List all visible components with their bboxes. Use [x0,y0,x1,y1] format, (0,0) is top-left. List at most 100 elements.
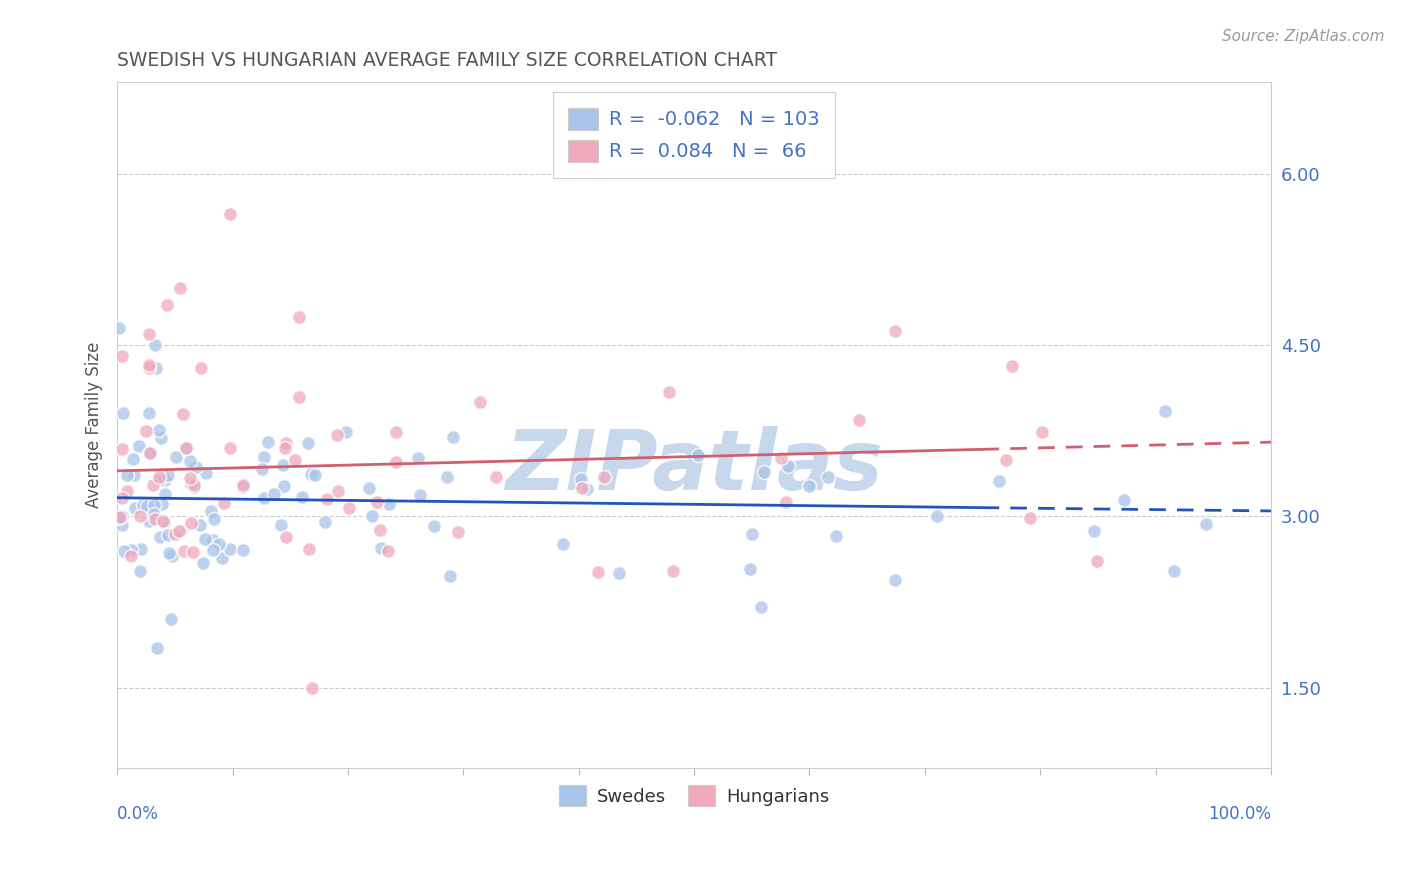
Point [201,542,224,557]
Point [253,491,276,505]
Point [385,425,408,439]
Point [195,466,218,480]
Point [769,450,792,465]
Point [165,450,187,464]
Point [1031,425,1053,439]
Point [219,541,242,556]
Point [232,480,254,494]
Point [276,530,298,544]
Point [662,564,685,578]
Point [276,435,298,450]
Point [179,454,201,468]
Point [752,466,775,480]
Point [155,298,177,312]
Point [200,504,222,518]
Point [155,487,177,501]
Point [406,450,429,465]
Point [157,546,180,560]
Point [174,441,197,455]
Point [148,473,170,487]
Point [162,549,184,563]
Text: Source: ZipAtlas.com: Source: ZipAtlas.com [1222,29,1385,44]
Point [257,435,280,450]
Point [484,470,506,484]
Point [1195,517,1218,532]
Point [179,471,201,485]
Point [108,511,131,525]
Legend: Swedes, Hungarians: Swedes, Hungarians [553,778,837,814]
Point [987,474,1010,488]
Point [232,477,254,491]
Point [191,556,214,570]
Point [299,467,322,481]
Point [250,461,273,475]
Point [202,511,225,525]
Point [211,550,233,565]
Point [1083,524,1105,538]
Point [658,385,681,400]
Point [797,479,820,493]
Point [108,321,131,335]
Point [138,360,160,375]
Point [314,515,336,529]
Point [180,477,202,491]
Point [326,428,349,442]
Point [184,459,207,474]
Point [588,565,610,579]
Point [124,500,146,515]
Point [377,544,399,558]
Point [111,350,134,364]
Point [148,470,170,484]
Point [995,453,1018,467]
Point [366,495,388,509]
Point [741,527,763,541]
Point [122,468,145,483]
Point [183,478,205,492]
Point [423,519,446,533]
Point [775,495,797,509]
Point [298,542,321,557]
Point [132,499,155,513]
Point [357,482,380,496]
Point [212,496,235,510]
Point [569,472,592,486]
Point [439,568,461,582]
Point [190,360,212,375]
Point [128,564,150,578]
Point [368,524,391,538]
Point [232,543,254,558]
Point [165,527,187,541]
Point [378,497,401,511]
Point [263,487,285,501]
Point [287,390,309,404]
Point [1001,359,1024,373]
Point [848,413,870,427]
Point [1154,404,1177,418]
Point [1114,493,1136,508]
Point [337,501,360,516]
Point [207,536,229,550]
Point [108,509,131,524]
Point [183,480,205,494]
Point [553,536,575,550]
Point [153,516,176,531]
Point [592,470,614,484]
Point [115,468,138,483]
Point [273,479,295,493]
Point [740,562,762,576]
Point [120,543,142,558]
Point [159,612,181,626]
Point [139,446,162,460]
Point [571,481,593,495]
Point [180,516,202,531]
Point [112,543,135,558]
Point [139,504,162,518]
Point [145,360,167,375]
Point [150,497,173,511]
Point [468,394,491,409]
Point [167,524,190,538]
Point [138,358,160,372]
Text: ZIPatlas: ZIPatlas [505,425,883,507]
Point [148,423,170,437]
Point [149,530,172,544]
